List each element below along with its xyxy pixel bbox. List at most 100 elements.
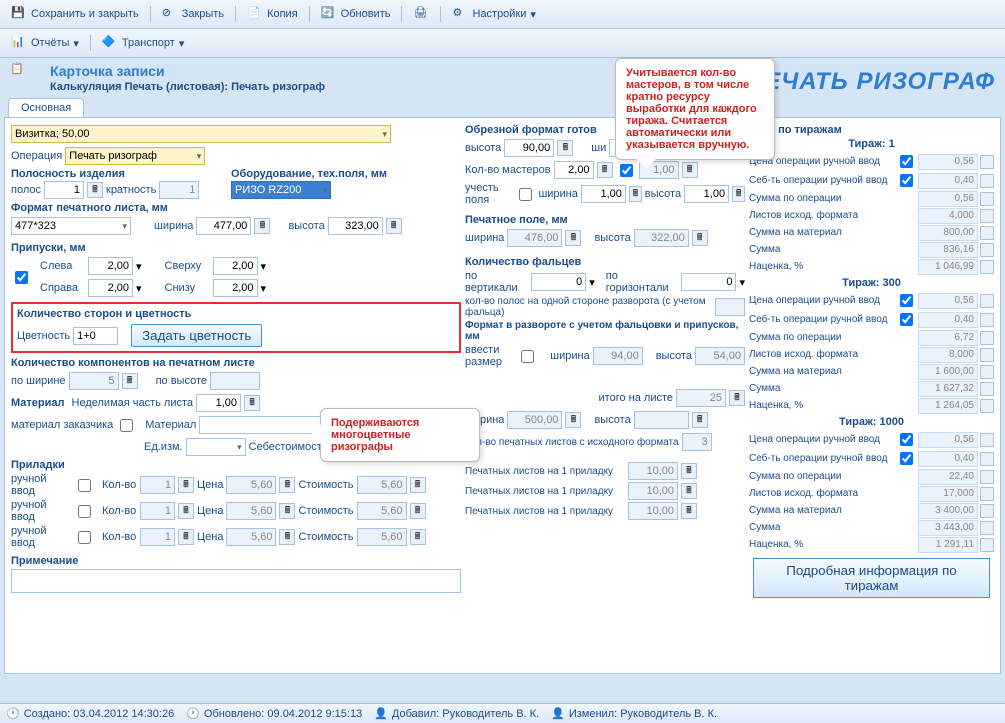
chevron-down-icon[interactable]: ▾ [261,260,267,273]
tab-main[interactable]: Основная [8,98,84,117]
settings-button[interactable]: ⚙ Настройки ▾ [446,3,541,25]
right-input[interactable] [88,279,133,297]
equip-dropdown[interactable]: РИЗО RZ200 [231,181,331,199]
calc-icon[interactable] [980,294,994,308]
refresh-button[interactable]: 🔄 Обновить [315,3,397,25]
note-textarea[interactable] [11,569,461,593]
horiz-input[interactable] [681,273,736,291]
calc-icon[interactable]: 🖩 [732,186,745,202]
calc-icon[interactable]: 🖩 [279,477,295,493]
calc-icon[interactable] [980,209,994,223]
calc-icon[interactable] [980,433,994,447]
bottom-input[interactable] [213,279,258,297]
calc-icon[interactable] [980,487,994,501]
override-checkbox[interactable] [900,174,913,187]
calc-icon[interactable] [980,313,994,327]
calc-icon[interactable]: 🖩 [692,412,708,428]
calc-icon[interactable] [980,470,994,484]
calc-icon[interactable]: 🖩 [410,529,426,545]
price-input[interactable] [226,476,276,494]
enter-size-checkbox[interactable] [521,350,534,363]
set-color-button[interactable]: Задать цветность [131,324,262,347]
calc-icon[interactable]: 🖩 [565,412,581,428]
chevron-down-icon[interactable]: ▾ [261,282,267,295]
price-input[interactable] [226,502,276,520]
field-width-input[interactable] [581,185,626,203]
calc-icon[interactable]: 🖩 [410,503,426,519]
calc-icon[interactable]: 🖩 [681,463,697,479]
chevron-down-icon[interactable]: ▾ [739,276,745,289]
left-input[interactable] [88,257,133,275]
masters-input[interactable] [554,161,594,179]
calc-icon[interactable]: 🖩 [244,395,260,411]
calc-icon[interactable] [980,155,994,169]
masters-checkbox[interactable] [620,164,633,177]
override-checkbox[interactable] [900,313,913,326]
price-input[interactable] [226,528,276,546]
calc-icon[interactable]: 🖩 [178,503,194,519]
calc-icon[interactable]: 🖩 [279,503,295,519]
calc-icon[interactable] [980,243,994,257]
cost-input[interactable] [357,502,407,520]
chevron-down-icon[interactable]: ▾ [589,276,595,289]
format-width-input[interactable] [196,217,251,235]
calc-icon[interactable] [980,521,994,535]
calc-icon[interactable]: 🖩 [681,503,697,519]
calc-icon[interactable] [980,174,994,188]
calc-icon[interactable]: 🖩 [629,186,642,202]
pril-input[interactable] [628,482,678,500]
trim-height-input[interactable] [504,139,554,157]
top-input[interactable] [213,257,258,275]
polos-input[interactable] [44,181,84,199]
uchest-checkbox[interactable] [519,188,532,201]
calc-icon[interactable] [980,452,994,466]
chevron-down-icon[interactable]: ▾ [136,282,142,295]
calc-icon[interactable]: 🖩 [279,529,295,545]
pripusk-checkbox[interactable] [15,271,28,284]
qty-input[interactable] [140,476,175,494]
calc-icon[interactable] [980,365,994,379]
by-width-input[interactable] [69,372,119,390]
operation-dropdown[interactable]: Печать ризограф [65,147,205,165]
override-checkbox[interactable] [900,433,913,446]
calc-icon[interactable]: 🖩 [122,373,138,389]
calc-icon[interactable] [980,192,994,206]
kratnost-input[interactable] [159,181,199,199]
calc-icon[interactable]: 🖩 [557,140,573,156]
cost-input[interactable] [357,528,407,546]
calc-icon[interactable]: 🖩 [681,483,697,499]
qty-input[interactable] [140,502,175,520]
calc-icon[interactable]: 🖩 [729,390,745,406]
override-checkbox[interactable] [900,155,913,168]
override-checkbox[interactable] [900,452,913,465]
calc-icon[interactable] [980,331,994,345]
calc-icon[interactable]: 🖩 [692,230,708,246]
calc-icon[interactable]: 🖩 [87,182,103,198]
product-dropdown[interactable]: Визитка; 50.00 [11,125,391,143]
calc-icon[interactable]: 🖩 [597,162,613,178]
by-height-input[interactable] [210,372,260,390]
color-input[interactable] [73,327,118,345]
manual-checkbox[interactable] [78,531,91,544]
format-height-input[interactable] [328,217,383,235]
manual-checkbox[interactable] [78,505,91,518]
cost-input[interactable] [357,476,407,494]
calc-icon[interactable]: 🖩 [254,218,270,234]
calc-icon[interactable] [980,538,994,552]
calc-icon[interactable] [980,226,994,240]
nedelim-input[interactable] [196,394,241,412]
unit-dropdown[interactable] [186,438,246,456]
calc-icon[interactable]: 🖩 [178,477,194,493]
calc-icon[interactable]: 🖩 [565,230,581,246]
copy-button[interactable]: 📄 Копия [241,3,304,25]
print-button[interactable]: 🖨 [407,3,435,25]
manual-checkbox[interactable] [78,479,91,492]
calc-icon[interactable]: 🖩 [386,218,402,234]
detail-button[interactable]: Подробная информация по тиражам [753,558,990,598]
override-checkbox[interactable] [900,294,913,307]
calc-icon[interactable]: 🖩 [178,529,194,545]
field-height-input[interactable] [684,185,729,203]
save-close-button[interactable]: 💾 Сохранить и закрыть [5,3,145,25]
chevron-down-icon[interactable]: ▾ [136,260,142,273]
pril-input[interactable] [628,462,678,480]
